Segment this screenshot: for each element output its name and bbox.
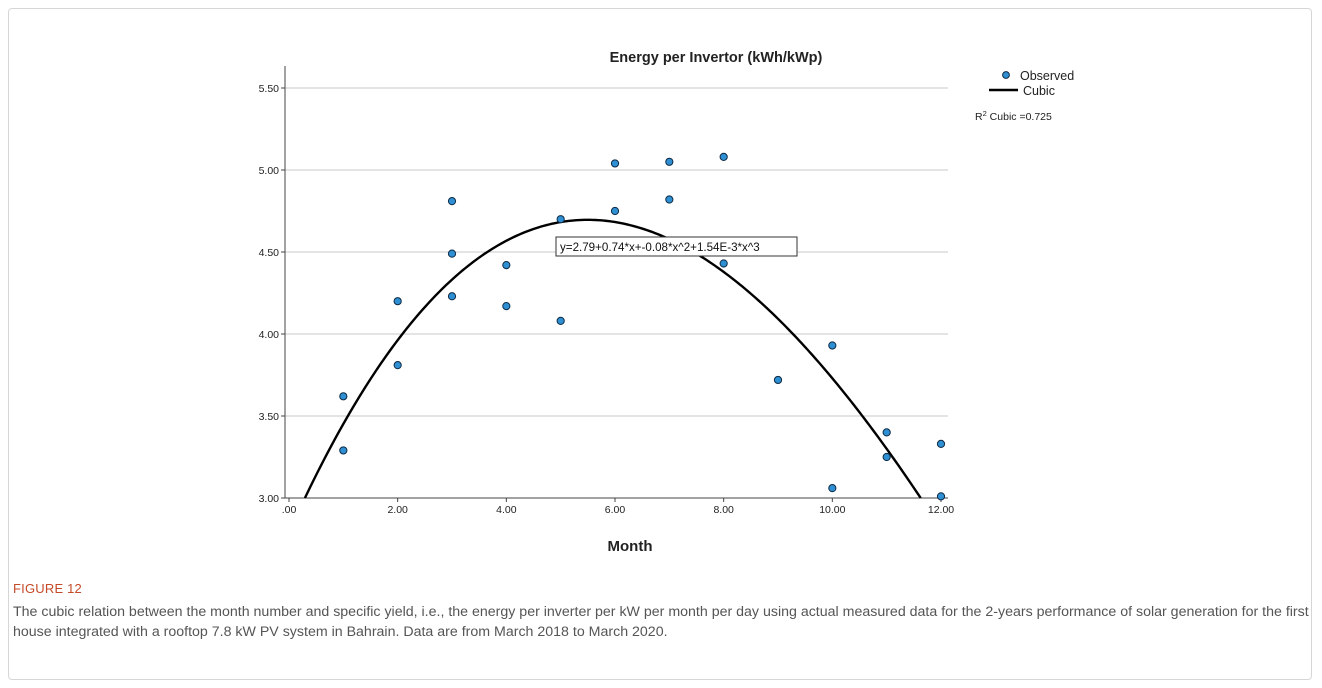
observed-points: [339, 152, 946, 501]
data-point: [828, 341, 837, 350]
data-point: [339, 392, 348, 401]
figure-label: FIGURE 12: [13, 581, 82, 596]
legend-cubic-label: Cubic: [1023, 84, 1055, 98]
y-tick-label: 5.50: [259, 83, 280, 95]
y-tick-label: 3.50: [259, 411, 280, 423]
data-point: [447, 249, 457, 258]
equation-box: [555, 236, 798, 257]
figure-caption: The cubic relation between the month num…: [13, 604, 1309, 640]
data-point: [502, 261, 511, 270]
x-tick-label: 8.00: [713, 504, 734, 516]
cubic-fit-line: [303, 218, 922, 499]
data-point: [828, 484, 837, 493]
axes: [281, 66, 948, 502]
chart-title: Energy per Invertor (kWh/kWp): [610, 50, 823, 66]
r2-value: Cubic =0.725: [987, 111, 1052, 123]
data-point: [610, 159, 620, 168]
figure-frame: [8, 8, 1312, 680]
legend-observed-marker: [1002, 71, 1010, 79]
y-tick-label: 3.00: [259, 493, 280, 505]
data-point: [447, 292, 457, 301]
data-point: [556, 215, 565, 224]
equation-text: y=2.79+0.74*x+-0.08*x^2+1.54E-3*x^3: [560, 241, 760, 254]
legend-r-squared: R2 Cubic =0.725: [975, 109, 1052, 123]
legend-observed-label: Observed: [1020, 69, 1074, 83]
data-point: [339, 446, 348, 455]
data-point: [556, 316, 565, 325]
r2-superscript: 2: [983, 109, 987, 118]
data-point: [393, 297, 402, 306]
x-tick-label: 10.00: [819, 504, 845, 516]
y-tick-labels: 3.00 3.50 4.00 4.50 5.00 5.50: [259, 83, 280, 505]
data-point: [882, 452, 891, 462]
data-point: [665, 195, 674, 204]
x-tick-label: 12.00: [928, 504, 954, 516]
data-point: [773, 375, 783, 385]
data-point: [882, 428, 891, 437]
data-point: [447, 197, 457, 206]
x-tick-label: 6.00: [605, 504, 626, 516]
x-tick-label: 2.00: [387, 504, 408, 516]
x-tick-labels: .00 2.00 4.00 6.00 8.00 10.00 12.00: [282, 504, 955, 516]
r2-prefix: R: [975, 111, 983, 123]
x-axis-label: Month: [608, 538, 653, 555]
legend: Observed Cubic R2 Cubic =0.725: [975, 69, 1074, 123]
y-tick-label: 4.00: [259, 329, 280, 341]
data-point: [936, 439, 946, 448]
y-tick-label: 5.00: [259, 165, 280, 177]
data-point: [502, 302, 511, 311]
scatter-chart: Energy per Invertor (kWh/kWp) .00 2.00 4.0…: [259, 50, 1075, 555]
data-point: [719, 152, 728, 161]
data-point: [936, 492, 946, 501]
data-point: [610, 206, 620, 216]
x-tick-label: .00: [282, 504, 297, 516]
data-point: [393, 361, 402, 370]
y-tick-label: 4.50: [259, 247, 280, 259]
equation-annotation: y=2.79+0.74*x+-0.08*x^2+1.54E-3*x^3: [555, 236, 798, 257]
data-point: [665, 157, 674, 166]
data-point: [719, 259, 728, 268]
x-tick-label: 4.00: [496, 504, 517, 516]
